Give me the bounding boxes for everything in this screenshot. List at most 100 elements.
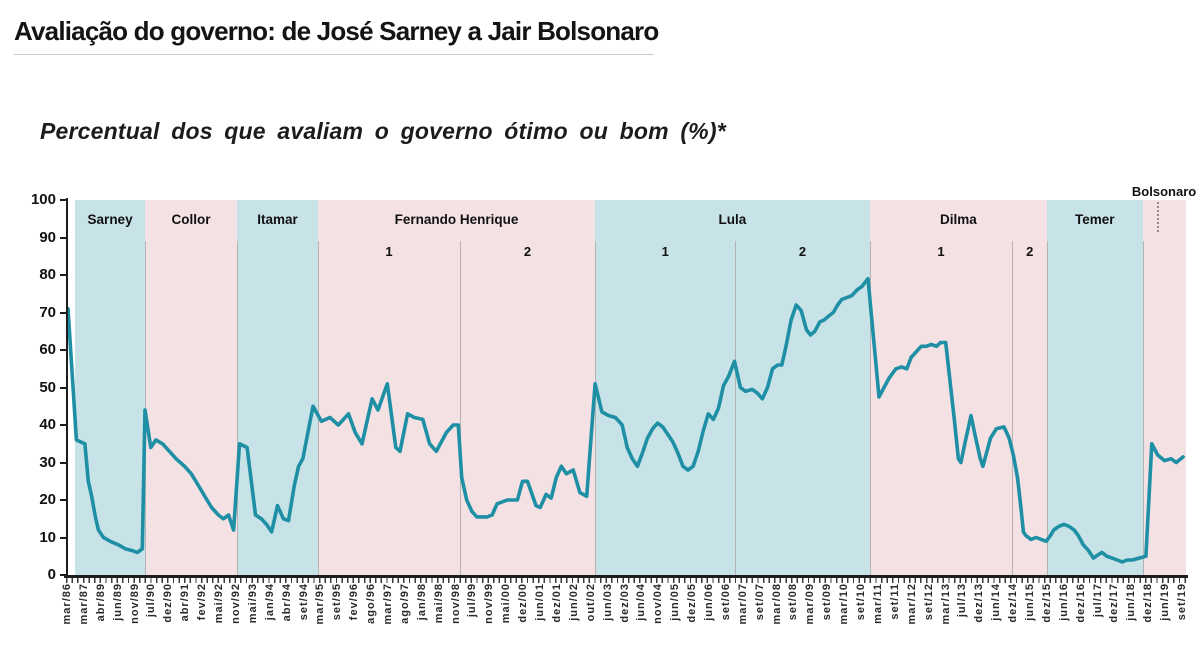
- x-tick-label: jun/05: [669, 583, 682, 621]
- x-tick-label: jul/99: [466, 583, 479, 618]
- x-tick-label: dez/90: [162, 583, 175, 623]
- x-tick-label: mai/98: [432, 583, 445, 624]
- x-tick-label: nov/99: [483, 583, 496, 624]
- y-tick-mark: [60, 199, 67, 201]
- term-label: 1: [385, 244, 393, 259]
- y-tick-label: 60: [39, 341, 56, 358]
- x-tick-label: jun/01: [534, 583, 547, 621]
- term-divider: [735, 241, 737, 575]
- term-label: 2: [1026, 244, 1034, 259]
- x-tick-label: dez/03: [618, 583, 631, 623]
- x-tick-label: set/95: [331, 583, 344, 621]
- x-tick-label: dez/17: [1108, 583, 1121, 623]
- band-divider: [145, 241, 147, 575]
- y-tick-label: 20: [39, 491, 56, 508]
- x-tick-label: jan/98: [415, 583, 428, 621]
- x-tick-label: set/12: [922, 583, 935, 621]
- x-tick-label: nov/98: [449, 583, 462, 624]
- x-tick-label: fev/96: [348, 583, 361, 621]
- x-tick-label: jun/18: [1125, 583, 1138, 621]
- x-tick-label: ago/96: [365, 583, 378, 624]
- band-fernando-henrique: [318, 200, 596, 575]
- y-tick-mark: [60, 574, 67, 576]
- x-tick-label: mai/00: [500, 583, 513, 624]
- x-tick-label: jun/03: [601, 583, 614, 621]
- president-label-lula: Lula: [718, 212, 747, 227]
- x-tick-label: mar/97: [382, 583, 394, 625]
- x-tick-label: nov/92: [229, 583, 242, 624]
- bolsonaro-pointer-line: [1157, 202, 1160, 232]
- x-tick-label: set/10: [855, 583, 868, 621]
- x-tick-label: set/19: [1176, 583, 1189, 621]
- x-tick-label: nov/04: [652, 583, 665, 624]
- x-tick-label: mar/08: [770, 583, 783, 625]
- term-label: 1: [661, 244, 669, 259]
- y-tick-label: 30: [39, 453, 56, 471]
- term-label: 2: [798, 244, 807, 259]
- y-tick-label: 90: [39, 228, 56, 246]
- x-tick-label: fev/92: [196, 583, 209, 621]
- x-tick-label: dez/00: [517, 583, 530, 623]
- x-tick-label: mar/10: [838, 583, 851, 625]
- y-tick-mark: [60, 311, 67, 314]
- y-tick-label: 80: [39, 266, 56, 283]
- president-label-temer: Temer: [1075, 212, 1115, 227]
- y-tick-mark: [60, 236, 67, 239]
- x-tick-label: jul/17: [1091, 583, 1104, 618]
- x-tick-label: mar/07: [736, 583, 749, 625]
- x-tick-label: mar/95: [314, 583, 327, 625]
- y-tick-mark: [60, 349, 67, 351]
- band-divider: [318, 241, 320, 575]
- band-collor: [145, 200, 237, 575]
- band-divider: [236, 241, 238, 575]
- x-tick-label: nov/89: [128, 583, 141, 624]
- x-tick-label: set/09: [821, 583, 834, 621]
- y-tick-label: 100: [30, 191, 56, 208]
- x-tick-label: set/11: [888, 583, 901, 620]
- band-temer: [1047, 200, 1143, 575]
- band-divider: [1047, 241, 1049, 575]
- x-tick-label: set/08: [787, 583, 800, 621]
- y-tick-label: 50: [39, 378, 56, 396]
- x-tick-label: jan/94: [263, 583, 276, 621]
- approval-line: [66, 277, 1185, 564]
- band-lula: [595, 200, 870, 575]
- y-tick-label: 40: [39, 416, 56, 433]
- x-tick-label: jun/14: [990, 583, 1003, 621]
- term-label: 1: [937, 244, 945, 259]
- x-tick-label: dez/13: [973, 583, 986, 623]
- x-tick-label: set/07: [753, 583, 766, 621]
- x-tick-label: jul/13: [956, 583, 969, 618]
- band-divider: [595, 241, 597, 575]
- x-tick-label: jun/04: [635, 583, 648, 621]
- chart-subtitle: Percentual dos que avaliam o governo óti…: [40, 118, 726, 144]
- x-tick-label: out/02: [584, 583, 597, 622]
- president-label-sarney: Sarney: [87, 212, 133, 227]
- y-tick-mark: [60, 499, 67, 501]
- x-axis-line: [64, 575, 1188, 578]
- x-tick-label: mar/86: [61, 583, 73, 625]
- y-tick-mark: [60, 274, 67, 276]
- x-tick-label: mai/92: [213, 583, 226, 624]
- x-tick-label: jun/15: [1024, 583, 1036, 621]
- x-tick-label: mar/12: [905, 583, 918, 625]
- x-tick-label: jul/90: [145, 583, 158, 618]
- band-sarney: [75, 200, 146, 575]
- x-tick-label: mai/93: [246, 583, 259, 624]
- president-label-itamar: Itamar: [257, 212, 298, 227]
- x-tick-label: dez/16: [1074, 583, 1087, 623]
- x-tick-label: dez/05: [686, 583, 699, 623]
- title-rule: [14, 54, 654, 55]
- band-dilma: [869, 200, 1048, 575]
- x-tick-label: mar/87: [77, 583, 90, 625]
- x-tick-label: dez/14: [1007, 583, 1020, 623]
- x-tick-label: dez/15: [1040, 583, 1053, 623]
- band-divider: [1142, 241, 1144, 575]
- y-tick-mark: [60, 536, 67, 539]
- x-tick-label: set/06: [719, 583, 732, 621]
- x-tick-label: abr/94: [280, 583, 293, 622]
- x-tick-label: jun/19: [1159, 583, 1172, 621]
- x-tick-label: jun/89: [111, 583, 124, 621]
- x-tick-label: set/94: [297, 583, 310, 621]
- page-title: Avaliação do governo: de José Sarney a J…: [14, 16, 659, 46]
